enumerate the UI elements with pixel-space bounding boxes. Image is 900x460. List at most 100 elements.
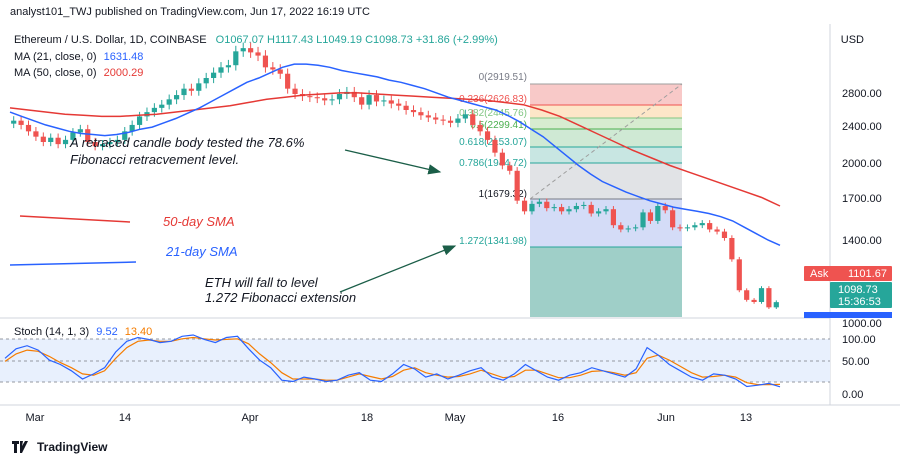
candle-body bbox=[181, 88, 187, 96]
candle-body bbox=[462, 114, 468, 119]
candle-body bbox=[618, 225, 624, 230]
stoch-d-value: 13.40 bbox=[124, 326, 153, 338]
candle-body bbox=[314, 97, 320, 99]
fall-annotation-line2: 1.272 Fibonacci extension bbox=[205, 290, 356, 305]
fall-annotation-line1: ETH will fall to level bbox=[205, 275, 319, 290]
candle-body bbox=[203, 78, 209, 84]
fib-zone-0-0236 bbox=[530, 84, 682, 105]
stoch-k-line bbox=[4, 334, 781, 388]
sma50-annotation: 50-day SMA bbox=[163, 214, 235, 229]
candle-body bbox=[277, 69, 283, 74]
bid-tag bbox=[804, 312, 892, 318]
candle-body bbox=[514, 170, 520, 201]
fib-zone-0382-05 bbox=[530, 118, 682, 129]
last-price-tag bbox=[830, 282, 892, 308]
last-price-value: 1098.73 bbox=[838, 284, 878, 296]
candle-body bbox=[225, 65, 232, 68]
candle-body bbox=[692, 225, 698, 228]
candle-body bbox=[721, 231, 728, 238]
candle-body bbox=[647, 212, 654, 221]
sma50-legend-swatch bbox=[19, 215, 131, 223]
ask-tag bbox=[804, 266, 892, 281]
candle-body bbox=[633, 227, 639, 229]
stoch-label: Stoch (14, 1, 3) bbox=[14, 326, 90, 338]
publish-header: analyst101_TWJ published on TradingView.… bbox=[10, 6, 370, 18]
ma21-value: 1631.48 bbox=[103, 51, 144, 63]
ma50-value: 2000.29 bbox=[103, 67, 144, 79]
candle-body bbox=[677, 227, 683, 229]
candle-body bbox=[529, 203, 535, 212]
fib-trend-line bbox=[529, 83, 683, 200]
candle-body bbox=[233, 51, 239, 66]
ask-value: 1101.67 bbox=[848, 268, 887, 280]
time-tick-label: 16 bbox=[552, 412, 564, 424]
fib-level-label: 1(1679.32) bbox=[479, 189, 527, 200]
candle-body bbox=[129, 124, 135, 132]
fibonacci-retracement[interactable] bbox=[529, 83, 683, 317]
candle-body bbox=[751, 299, 757, 302]
candle-body bbox=[292, 88, 298, 94]
candle-body bbox=[114, 139, 120, 142]
candle-body bbox=[70, 132, 76, 140]
fib-level-label: 0(2919.51) bbox=[479, 72, 527, 83]
candle-body bbox=[684, 227, 691, 229]
candle-body bbox=[610, 209, 617, 226]
fib-extension-zone bbox=[530, 247, 682, 317]
candle-body bbox=[707, 223, 713, 230]
candle-body bbox=[410, 110, 417, 113]
candle-body bbox=[136, 116, 143, 125]
candle-body bbox=[218, 67, 224, 73]
ma21-label: MA (21, close, 0) bbox=[14, 51, 97, 63]
candle-body bbox=[40, 136, 46, 142]
arrow-to-fib-0786 bbox=[344, 149, 442, 175]
stoch-k-value: 9.52 bbox=[96, 326, 118, 338]
candle-body bbox=[188, 88, 194, 91]
candle-body bbox=[18, 120, 24, 125]
candle-body bbox=[329, 99, 335, 101]
candle-body bbox=[499, 152, 505, 166]
candle-body bbox=[336, 94, 343, 100]
candle-body bbox=[566, 209, 572, 212]
candle-body bbox=[159, 104, 165, 108]
arrow-to-fib-1272 bbox=[339, 245, 457, 293]
tradingview-footer[interactable]: TradingView bbox=[12, 440, 107, 454]
candle-body bbox=[736, 259, 742, 291]
candle-body bbox=[603, 209, 609, 212]
candle-body bbox=[211, 72, 217, 78]
stoch-tick-label: 100.00 bbox=[842, 334, 876, 346]
stoch-tick-label: 0.00 bbox=[842, 389, 863, 401]
candle-body bbox=[433, 117, 439, 120]
candle-body bbox=[62, 139, 69, 145]
candle-body bbox=[425, 115, 431, 118]
ma50-line bbox=[9, 92, 781, 207]
candle-body bbox=[270, 67, 276, 70]
candle-body bbox=[99, 144, 106, 147]
candle-body bbox=[11, 120, 17, 124]
candle-body bbox=[173, 95, 180, 100]
candle-body bbox=[85, 129, 91, 142]
candle-body bbox=[699, 223, 705, 226]
candle-body bbox=[773, 302, 779, 308]
time-tick-label: 13 bbox=[740, 412, 752, 424]
candle-body bbox=[307, 96, 313, 98]
candle-body bbox=[255, 52, 261, 56]
candle-body bbox=[521, 200, 528, 212]
time-tick-label: Apr bbox=[241, 412, 258, 424]
countdown-value: 15:36:53 bbox=[838, 296, 881, 308]
time-tick-label: 18 bbox=[361, 412, 373, 424]
candle-body bbox=[655, 206, 661, 221]
fib-level-label: 0.236(2626.83) bbox=[459, 94, 527, 105]
candle-body bbox=[714, 229, 720, 232]
candle-body bbox=[544, 201, 550, 209]
candle-body bbox=[558, 207, 565, 212]
symbol-legend: Ethereum / U.S. Dollar, 1D, COINBASE O10… bbox=[14, 34, 498, 46]
price-tick-label: 1700.00 bbox=[842, 193, 882, 205]
candle-body bbox=[248, 48, 254, 53]
candles bbox=[11, 42, 779, 310]
ma50-label: MA (50, close, 0) bbox=[14, 67, 97, 79]
candle-body bbox=[351, 91, 357, 98]
ma21-line bbox=[9, 63, 781, 246]
candle-body bbox=[484, 131, 491, 140]
candle-body bbox=[396, 103, 402, 106]
